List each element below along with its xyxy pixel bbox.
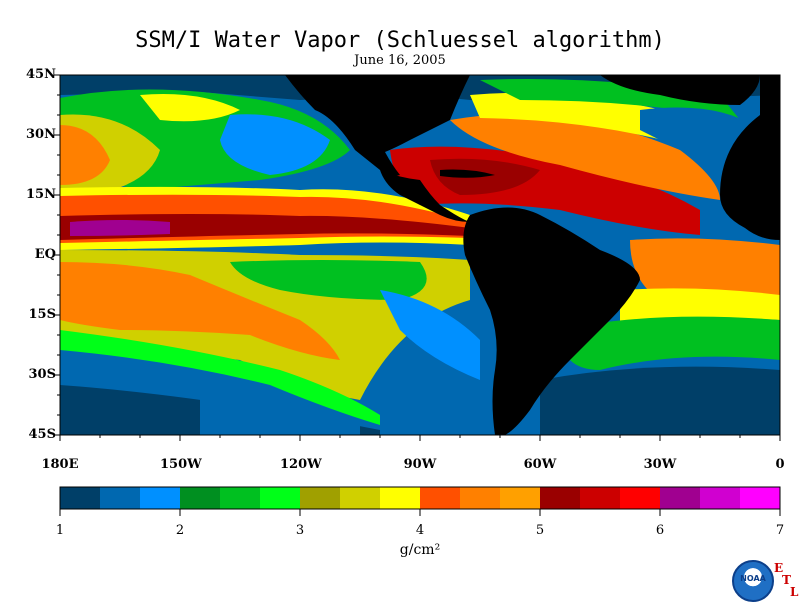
latitude-label: 30N	[26, 127, 56, 142]
colorbar-tick-label: 1	[55, 523, 65, 538]
etl-letter-l: L	[790, 585, 799, 599]
noaa-logo: NOAA	[732, 560, 774, 602]
north-pacific-yellow	[140, 94, 240, 122]
land	[285, 75, 780, 435]
south-atlantic-green	[560, 316, 780, 370]
colorbar-tick-label: 6	[655, 523, 665, 538]
cuba	[440, 169, 495, 178]
colorbar-swatch	[660, 487, 701, 509]
colorbar-units: g/cm²	[399, 542, 441, 558]
caribbean-dark-red	[430, 158, 540, 195]
map-title: SSM/I Water Vapor (Schluessel algorithm)	[135, 28, 665, 53]
etl-letter-t: T	[782, 573, 791, 587]
north-america	[285, 75, 470, 176]
south-atlantic-dry	[540, 366, 780, 435]
colorbar-tick-label: 5	[535, 523, 545, 538]
longitude-label: 60W	[523, 457, 557, 472]
colorbar-swatch	[420, 487, 461, 509]
map-date: June 16, 2005	[354, 53, 446, 68]
colorbar-swatch	[340, 487, 381, 509]
greenland	[600, 75, 760, 105]
longitude-label: 120W	[280, 457, 322, 472]
longitude-label: 180E	[41, 457, 79, 472]
colorbar-swatch	[60, 487, 101, 509]
colorbar-swatch	[740, 487, 781, 509]
latitude-label: EQ	[34, 247, 56, 262]
latitude-label: 15S	[28, 307, 56, 322]
north-atlantic-orange	[450, 114, 720, 200]
colorbar-swatch	[100, 487, 141, 509]
colorbar-ticks	[59, 509, 781, 516]
colorbar-swatch	[580, 487, 621, 509]
colorbar-tick-label: 4	[415, 523, 425, 538]
colorbar-swatch	[500, 487, 541, 509]
colorbar-tick-label: 7	[775, 523, 785, 538]
colorbar-swatch	[140, 487, 181, 509]
itcz-magenta	[70, 220, 170, 236]
north-atlantic-yellow	[470, 92, 710, 150]
south-pacific-blue	[380, 290, 480, 380]
colorbar-swatch	[620, 487, 661, 509]
south-pacific-mid-blue	[200, 390, 360, 435]
colorbar-swatch	[460, 487, 501, 509]
north-pacific-orange	[60, 125, 110, 185]
latitude-label: 30S	[28, 367, 56, 382]
colorbar-tick-label: 3	[295, 523, 305, 538]
south-pacific-green	[230, 260, 427, 300]
south-america	[463, 207, 640, 435]
latitude-label: 45S	[28, 427, 56, 442]
colorbar-swatch	[700, 487, 741, 509]
central-america	[380, 170, 470, 222]
south-atlantic-orange	[630, 238, 780, 300]
longitude-label: 30W	[643, 457, 677, 472]
longitude-label: 0	[775, 457, 785, 472]
noaa-logo-text: NOAA	[740, 574, 766, 583]
north-pacific-dry-pool	[220, 114, 330, 175]
colorbar-swatch	[220, 487, 261, 509]
spcz-band	[60, 330, 380, 425]
colorbar-tick-label: 2	[175, 523, 185, 538]
colorbar-swatch	[180, 487, 221, 509]
colorbar	[60, 487, 781, 509]
colorbar-swatch	[260, 487, 301, 509]
colorbar-swatch	[380, 487, 421, 509]
map-field	[60, 75, 780, 435]
latitude-label: 45N	[26, 67, 56, 82]
europe-africa	[720, 75, 780, 240]
axis-ticks	[54, 74, 781, 441]
etl-letter-e: E	[774, 561, 784, 575]
south-pacific-orange	[60, 262, 340, 360]
colorbar-swatch	[300, 487, 341, 509]
longitude-label: 90W	[403, 457, 437, 472]
latitude-label: 15N	[26, 187, 56, 202]
colorbar-swatch	[540, 487, 581, 509]
longitude-label: 150W	[160, 457, 202, 472]
